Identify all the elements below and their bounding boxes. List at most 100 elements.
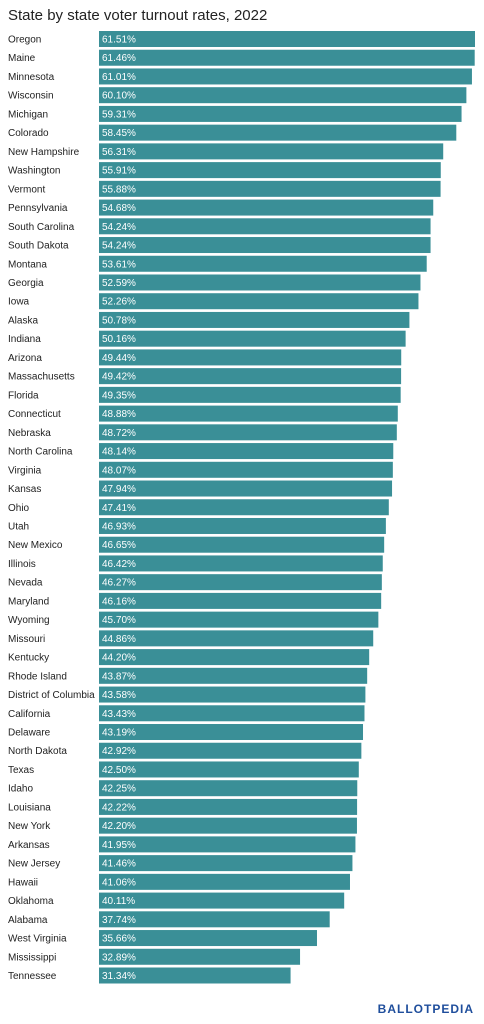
category-label: Kentucky <box>8 653 49 664</box>
value-label: 46.27% <box>102 578 136 589</box>
category-label: Florida <box>8 390 39 401</box>
bar <box>99 87 467 104</box>
category-label: Colorado <box>8 128 49 139</box>
bar <box>99 443 394 460</box>
category-label: North Carolina <box>8 447 73 458</box>
value-label: 61.01% <box>102 72 136 83</box>
value-label: 43.87% <box>102 671 136 682</box>
value-label: 49.44% <box>102 353 136 364</box>
category-label: Mississippi <box>8 952 56 963</box>
category-label: Louisiana <box>8 802 51 813</box>
category-label: Nevada <box>8 578 43 589</box>
bar <box>99 686 366 703</box>
value-label: 37.74% <box>102 915 136 926</box>
value-label: 46.16% <box>102 596 136 607</box>
value-label: 50.78% <box>102 315 136 326</box>
category-label: Alabama <box>8 915 48 926</box>
bar <box>99 162 441 179</box>
bar <box>99 499 389 516</box>
category-label: Virginia <box>8 465 42 476</box>
category-label: Minnesota <box>8 72 55 83</box>
value-label: 43.19% <box>102 728 136 739</box>
value-label: 55.88% <box>102 184 136 195</box>
category-label: New Hampshire <box>8 147 80 158</box>
category-label: West Virginia <box>8 934 67 945</box>
bar <box>99 630 374 647</box>
category-label: Hawaii <box>8 877 38 888</box>
value-label: 54.24% <box>102 241 136 252</box>
category-label: Oregon <box>8 35 41 46</box>
value-label: 52.59% <box>102 278 136 289</box>
value-label: 42.92% <box>102 746 136 757</box>
bar <box>99 855 353 872</box>
value-label: 59.31% <box>102 109 136 120</box>
bar <box>99 649 370 666</box>
chart-title: State by state voter turnout rates, 2022 <box>8 7 268 24</box>
bar <box>99 461 393 478</box>
value-label: 43.43% <box>102 709 136 720</box>
value-label: 55.91% <box>102 166 136 177</box>
bar <box>99 349 402 366</box>
value-label: 44.20% <box>102 653 136 664</box>
value-label: 42.25% <box>102 784 136 795</box>
bar <box>99 255 427 272</box>
value-label: 48.14% <box>102 447 136 458</box>
ballotpedia-logo: BALLOTPEDIA <box>377 1002 474 1016</box>
category-label: Massachusetts <box>8 372 75 383</box>
category-label: Missouri <box>8 634 45 645</box>
value-label: 41.46% <box>102 859 136 870</box>
bar <box>99 124 457 141</box>
value-label: 42.20% <box>102 821 136 832</box>
bar <box>99 574 382 591</box>
bar <box>99 311 410 328</box>
bar <box>99 143 444 160</box>
bar <box>99 873 350 890</box>
category-label: Oklahoma <box>8 896 54 907</box>
bar <box>99 555 383 572</box>
bar <box>99 386 401 403</box>
bar <box>99 948 301 965</box>
bar <box>99 592 382 609</box>
value-label: 41.06% <box>102 877 136 888</box>
category-label: Maine <box>8 53 36 64</box>
value-label: 47.41% <box>102 503 136 514</box>
category-label: Vermont <box>8 184 45 195</box>
category-label: Delaware <box>8 728 51 739</box>
value-label: 61.46% <box>102 53 136 64</box>
bar <box>99 180 441 197</box>
category-label: New Mexico <box>8 540 63 551</box>
value-label: 43.58% <box>102 690 136 701</box>
category-label: South Carolina <box>8 222 75 233</box>
value-label: 41.95% <box>102 840 136 851</box>
value-label: 60.10% <box>102 91 136 102</box>
value-label: 42.22% <box>102 802 136 813</box>
category-label: North Dakota <box>8 746 67 757</box>
bar <box>99 31 475 47</box>
category-label: Montana <box>8 259 47 270</box>
category-label: Wisconsin <box>8 91 54 102</box>
category-label: Ohio <box>8 503 30 514</box>
category-label: Wyoming <box>8 615 50 626</box>
value-label: 58.45% <box>102 128 136 139</box>
bar <box>99 705 365 722</box>
category-label: Alaska <box>8 315 38 326</box>
value-label: 42.50% <box>102 765 136 776</box>
bar <box>99 218 431 235</box>
bar <box>99 536 385 553</box>
bar <box>99 199 434 216</box>
bar <box>99 742 362 759</box>
category-label: New York <box>8 821 51 832</box>
value-label: 53.61% <box>102 259 136 270</box>
value-label: 48.07% <box>102 465 136 476</box>
category-label: Iowa <box>8 297 30 308</box>
category-label: Pennsylvania <box>8 203 68 214</box>
bar <box>99 892 345 909</box>
bar <box>99 424 397 441</box>
value-label: 35.66% <box>102 934 136 945</box>
bar <box>99 611 379 628</box>
bar <box>99 330 406 347</box>
category-label: Connecticut <box>8 409 61 420</box>
category-label: New Jersey <box>8 859 60 870</box>
bar <box>99 68 472 85</box>
